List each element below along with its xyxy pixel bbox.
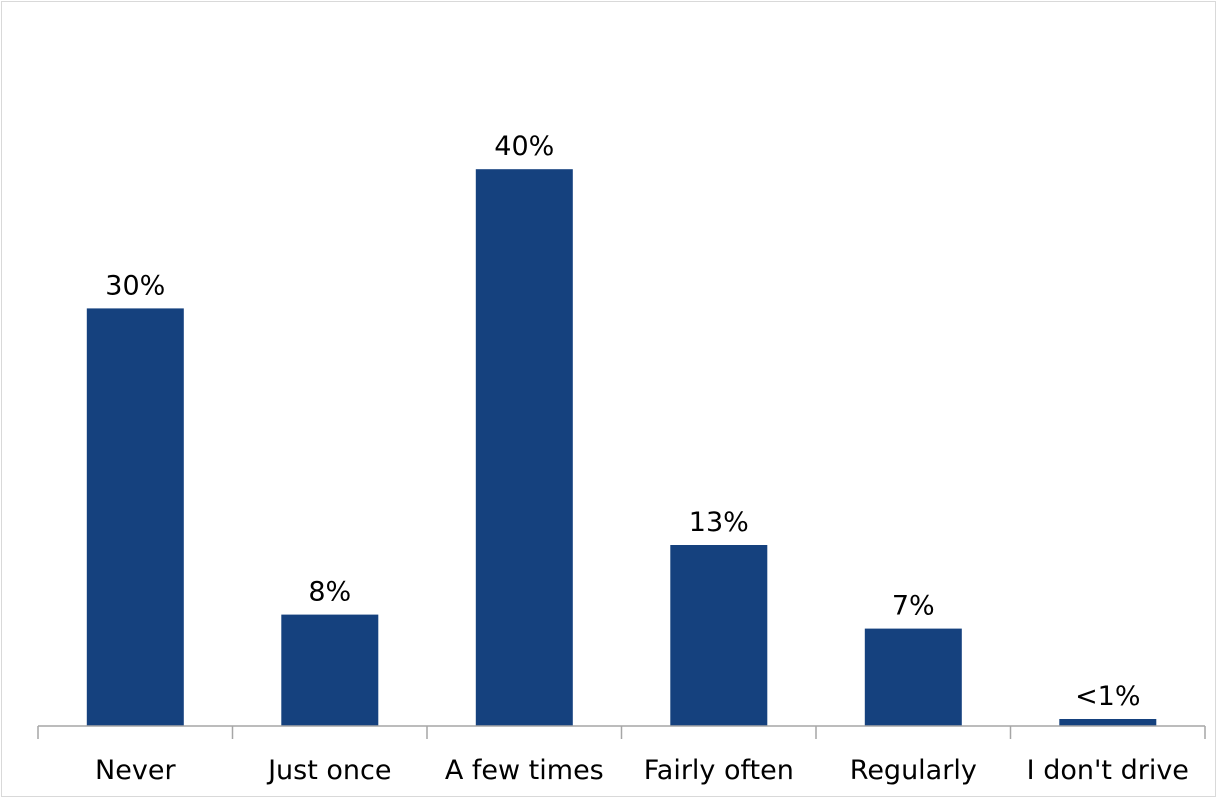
- bar-a-few-times: [475, 169, 573, 726]
- data-label-just-once: 8%: [308, 577, 351, 608]
- bar-i-don-t-drive: [1059, 719, 1157, 726]
- x-tick-labels-group: Never Just once A few times Fairly often Reg…: [95, 755, 1189, 786]
- data-label-a-few-times: 40%: [494, 131, 554, 162]
- bar-just-once: [281, 614, 379, 726]
- bars-group: [86, 169, 1157, 726]
- tick-label-just-once: Just once: [266, 755, 391, 786]
- x-axis: [37, 725, 1206, 739]
- data-label-regularly: 7%: [892, 591, 935, 622]
- data-label-never: 30%: [105, 270, 165, 301]
- bar-regularly: [864, 628, 962, 726]
- data-label-fairly-often: 13%: [689, 507, 749, 538]
- data-labels-group: 30% 8% 40% 13% 7% <1%: [105, 131, 1140, 712]
- tick-label-regularly: Regularly: [850, 755, 977, 786]
- tick-label-never: Never: [95, 755, 176, 786]
- tick-label-fairly-often: Fairly often: [644, 755, 794, 786]
- tick-label-a-few-times: A few times: [445, 755, 604, 786]
- data-label-i-don-t-drive: <1%: [1075, 681, 1140, 712]
- bar-never: [86, 308, 184, 726]
- bar-fairly-often: [670, 545, 768, 726]
- tick-label-i-don-t-drive: I don't drive: [1027, 755, 1189, 786]
